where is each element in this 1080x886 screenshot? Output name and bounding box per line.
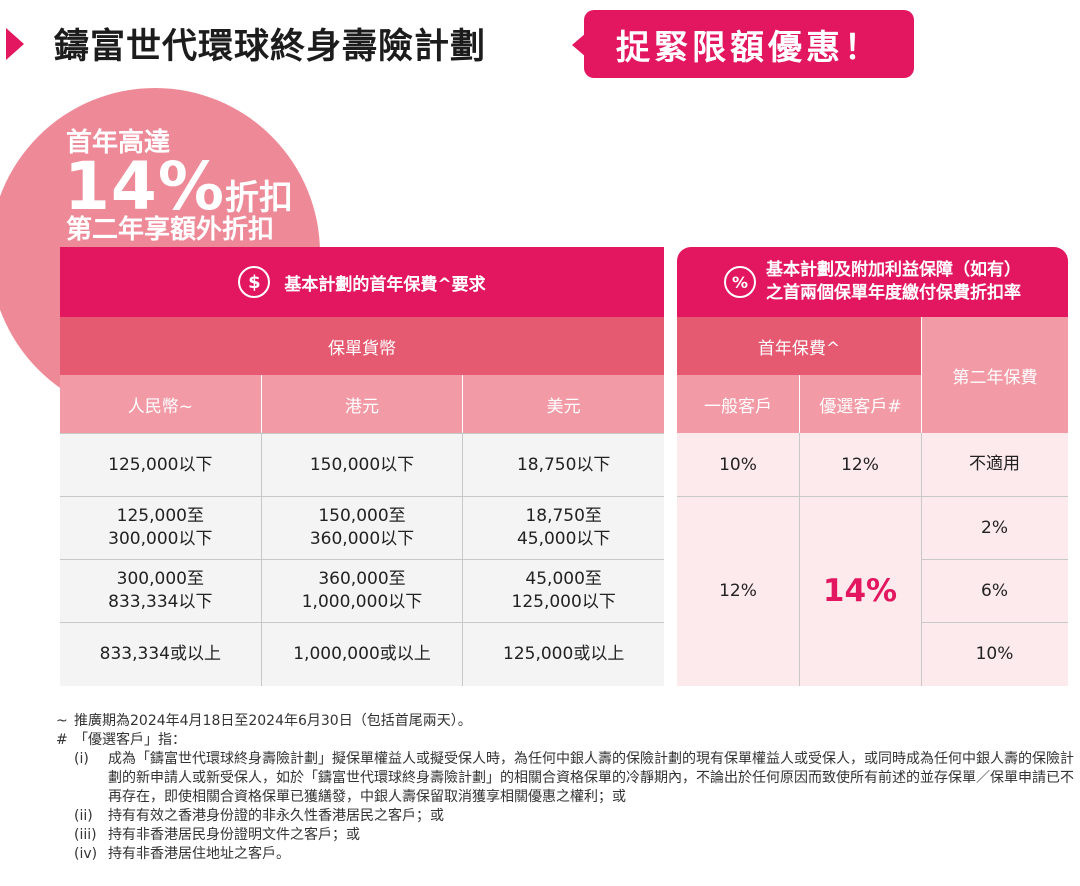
footnote-item: (iii) 持有非香港居民身份證明文件之客戶；或	[74, 827, 360, 843]
rate-general-merged: 12%	[719, 581, 757, 601]
discount-rate-title-line1: 基本計劃及附加利益保障（如有）	[766, 260, 1021, 281]
divider	[677, 496, 1068, 497]
premium-requirement-table: $ 基本計劃的首年保費^要求 保單貨幣 人民幣~ 港元 美元 125,000以下…	[60, 247, 664, 686]
footnote-tilde: ~ 推廣期為2024年4月18日至2024年6月30日（包括首尾兩天）。	[56, 713, 472, 729]
rate-second-row1: 不適用	[969, 453, 1020, 474]
table-row: 833,334或以上 1,000,000或以上 125,000或以上	[60, 622, 664, 686]
table-cell: 45,000至 125,000以下	[462, 560, 664, 622]
table-cell: 125,000至 300,000以下	[108, 506, 213, 549]
discount-rate-grid: 首年保費^ 第二年保費 一般客戶 優選客戶# 10% 12% 不適用 12% 1…	[677, 317, 1068, 686]
badge-line2: 14%折扣	[64, 148, 293, 225]
table-row: 125,000以下 150,000以下 18,750以下	[60, 433, 664, 496]
first-year-premium-header: 首年保費^	[677, 317, 921, 375]
rate-second-row3: 6%	[981, 580, 1008, 601]
table-cell: 18,750以下	[462, 434, 664, 496]
divider	[921, 622, 1068, 623]
footnotes: ~ 推廣期為2024年4月18日至2024年6月30日（包括首尾兩天）。 # 「…	[56, 712, 1076, 864]
rate-general-row1: 10%	[719, 454, 757, 475]
title-arrow-icon	[6, 28, 24, 60]
general-client-header: 一般客戶	[677, 375, 799, 433]
promo-notch	[572, 33, 586, 57]
rate-second-row2: 2%	[981, 517, 1008, 538]
policy-currency-header: 保單貨幣	[60, 317, 664, 375]
footnote-item: (iv) 持有非香港居住地址之客戶。	[74, 846, 290, 862]
rate-second-row4: 10%	[975, 644, 1014, 664]
table-cell: 18,750至 45,000以下	[462, 497, 664, 559]
discount-rate-title-line2: 之首兩個保單年度繳付保費折扣率	[766, 283, 1021, 303]
table-cell: 150,000以下	[260, 434, 463, 496]
second-year-premium-header: 第二年保費	[921, 317, 1068, 433]
divider	[921, 559, 1068, 560]
currency-columns: 人民幣~ 港元 美元	[60, 375, 664, 433]
table-cell: 125,000或以上	[462, 623, 664, 686]
column-hkd: 港元	[260, 375, 463, 433]
badge-line1: 首年高達	[66, 128, 171, 158]
discount-rate-header: % 基本計劃及附加利益保障（如有） 之首兩個保單年度繳付保費折扣率	[677, 247, 1068, 317]
divider	[799, 433, 800, 686]
column-usd: 美元	[462, 375, 664, 433]
badge-percent: 14%	[64, 148, 225, 225]
table-cell: 360,000至 1,000,000以下	[260, 560, 463, 622]
premium-requirement-header: $ 基本計劃的首年保費^要求	[60, 247, 664, 317]
dollar-icon: $	[238, 266, 271, 298]
footnote-item: (ii) 持有有效之香港身份證的非永久性香港居民之客戶；或	[74, 808, 444, 824]
footnote-hash: # 「優選客戶」指：	[56, 732, 186, 748]
table-row: 300,000至 833,334以下 360,000至 1,000,000以下 …	[60, 559, 664, 622]
table-cell: 150,000至 360,000以下	[260, 497, 463, 559]
table-row: 125,000至 300,000以下 150,000至 360,000以下 18…	[60, 496, 664, 559]
badge-line3: 第二年享額外折扣	[66, 215, 275, 245]
rate-preferred-row1: 12%	[841, 454, 879, 475]
footnote-item: (i) 成為「鑄富世代環球終身壽險計劃」擬保單權益人或擬受保人時，為任何中銀人壽…	[74, 751, 1074, 805]
rate-preferred-merged: 14%	[822, 573, 898, 609]
table-cell: 833,334或以上	[99, 644, 221, 665]
column-rmb: 人民幣~	[127, 396, 193, 417]
table-cell: 300,000至 833,334以下	[108, 569, 213, 612]
premium-requirement-title: 基本計劃的首年保費^要求	[284, 274, 486, 295]
percent-icon: %	[724, 266, 756, 298]
discount-rate-table: % 基本計劃及附加利益保障（如有） 之首兩個保單年度繳付保費折扣率 首年保費^ …	[677, 247, 1068, 686]
table-cell: 1,000,000或以上	[260, 623, 463, 686]
page-title: 鑄富世代環球終身壽險計劃	[54, 27, 487, 67]
table-cell: 125,000以下	[108, 454, 213, 475]
preferred-client-header: 優選客戶#	[799, 375, 921, 433]
promo-banner: 捉緊限額優惠！	[584, 10, 914, 78]
badge-discount-word: 折扣	[224, 178, 293, 218]
